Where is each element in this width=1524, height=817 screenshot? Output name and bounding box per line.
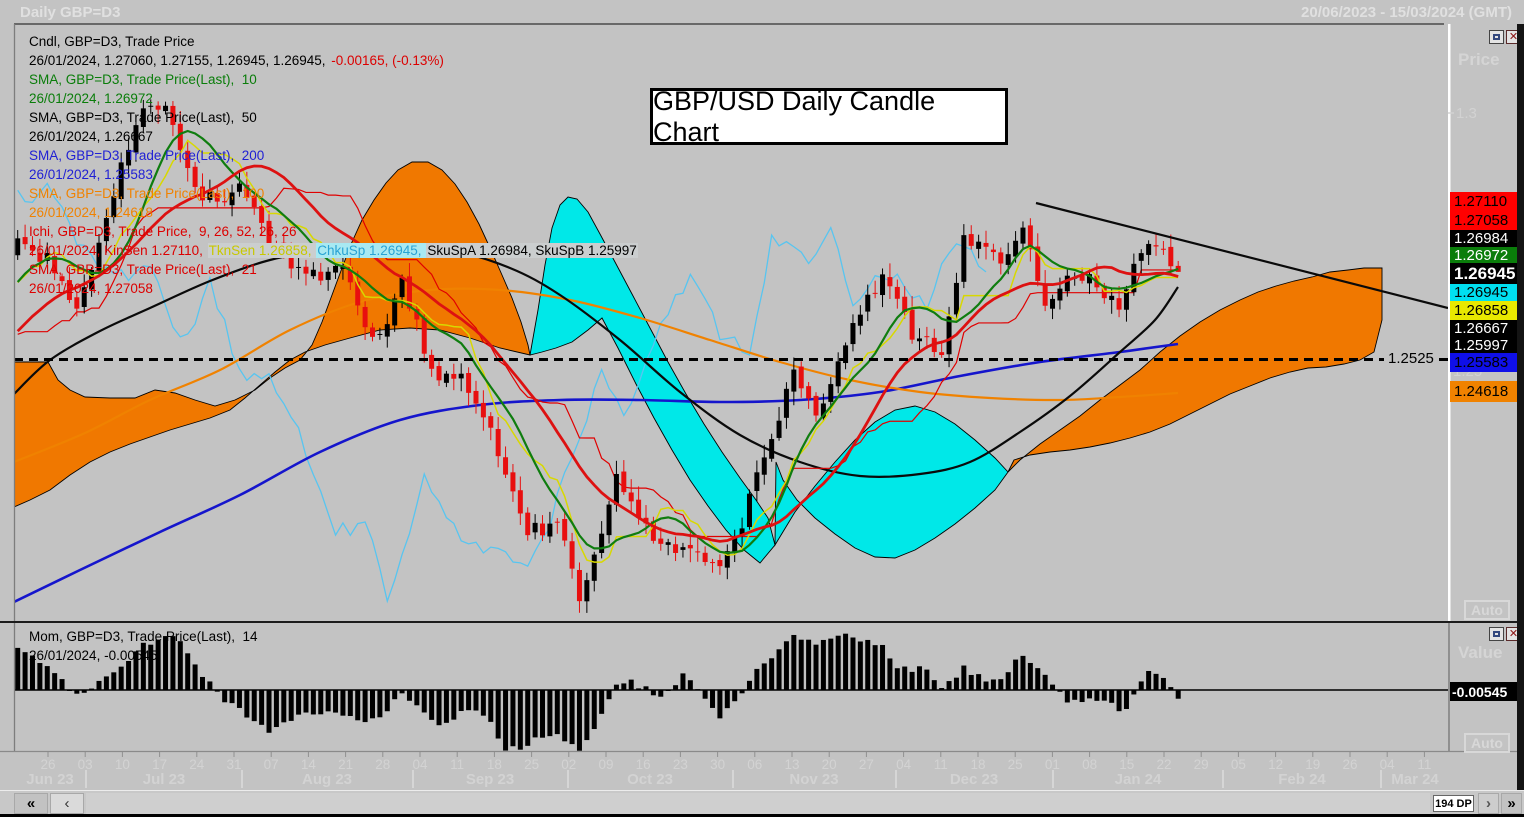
momentum-chart-layers bbox=[14, 633, 1448, 751]
axis-day-label: 07 bbox=[263, 757, 279, 772]
axis-day-label: 12 bbox=[1268, 757, 1284, 772]
axis-month-separator bbox=[1380, 770, 1382, 788]
axis-month-label: Oct 23 bbox=[627, 771, 673, 788]
axis-day-label: 21 bbox=[338, 757, 354, 772]
price-axis-auto-button[interactable]: Auto bbox=[1464, 600, 1510, 620]
axis-day-label: 22 bbox=[1156, 757, 1172, 772]
axis-day-label: 25 bbox=[524, 757, 540, 772]
axis-month-label: Aug 23 bbox=[301, 771, 353, 788]
date-range-label: 20/06/2023 - 15/03/2024 (GMT) bbox=[1301, 4, 1512, 21]
axis-month-label: Feb 24 bbox=[1278, 771, 1326, 788]
candles bbox=[15, 99, 1181, 613]
minimize-icon bbox=[1493, 631, 1500, 637]
close-icon: ✕ bbox=[1508, 627, 1519, 640]
price-chart-layers bbox=[14, 99, 1448, 613]
axis-day-label: 04 bbox=[1379, 757, 1395, 772]
price-axis-label: 1.26972 bbox=[1450, 247, 1524, 263]
price-axis-label: 1.26945 bbox=[1450, 284, 1524, 301]
price-axis-title[interactable]: Price bbox=[1458, 50, 1500, 69]
mom-axis-title[interactable]: Value bbox=[1458, 643, 1503, 662]
price-axis-label: 1.26945 bbox=[1450, 263, 1524, 284]
axis-day-label: 30 bbox=[710, 757, 726, 772]
axis-day-label: 23 bbox=[672, 757, 688, 772]
axis-day-label: 14 bbox=[300, 757, 316, 772]
datapoints-input[interactable]: 194 DP bbox=[1433, 795, 1474, 812]
scroll-fast-right-button[interactable]: » bbox=[1501, 793, 1522, 814]
axis-day-label: 15 bbox=[1119, 757, 1135, 772]
price-axis-tick-1-3: 1.3 bbox=[1456, 105, 1477, 122]
axis-day-label: 05 bbox=[1230, 757, 1246, 772]
axis-day-label: 03 bbox=[77, 757, 93, 772]
axis-day-label: 10 bbox=[114, 757, 130, 772]
axis-day-label: 24 bbox=[189, 757, 205, 772]
axis-day-label: 28 bbox=[375, 757, 391, 772]
scroll-left-button[interactable]: ‹ bbox=[50, 793, 84, 814]
axis-month-separator bbox=[1222, 770, 1224, 788]
axis-day-label: 13 bbox=[784, 757, 800, 772]
axis-day-label: 01 bbox=[1044, 757, 1060, 772]
chart-title-annotation[interactable]: GBP/USD Daily Candle Chart bbox=[650, 86, 1008, 147]
axis-day-label: 26 bbox=[40, 757, 56, 772]
minimize-icon bbox=[1493, 34, 1500, 40]
level-line-label: 1.2525 bbox=[1384, 350, 1438, 367]
axis-day-label: 18 bbox=[486, 757, 502, 772]
price-axis-label: 1.26667 bbox=[1450, 320, 1524, 337]
window-titlebar: Daily GBP=D3 20/06/2023 - 15/03/2024 (GM… bbox=[0, 0, 1524, 24]
axis-month-label: Jan 24 bbox=[1114, 771, 1162, 788]
scrollbar-track[interactable] bbox=[86, 793, 1430, 814]
close-icon: ✕ bbox=[1508, 30, 1519, 43]
mom-value-label: -0.00545 bbox=[1450, 682, 1522, 701]
axis-month-separator bbox=[732, 770, 734, 788]
axis-day-label: 17 bbox=[152, 757, 168, 772]
scroll-fast-left-button[interactable]: « bbox=[14, 793, 48, 814]
axis-month-separator bbox=[412, 770, 414, 788]
price-axis-label: 1.26858 bbox=[1450, 301, 1524, 320]
price-axis-label: 1.25997 bbox=[1450, 337, 1524, 353]
window-title: Daily GBP=D3 bbox=[20, 4, 121, 21]
axis-month-separator bbox=[85, 770, 87, 788]
axis-day-label: 04 bbox=[896, 757, 912, 772]
axis-month-separator bbox=[567, 770, 569, 788]
axis-day-label: 19 bbox=[1305, 757, 1321, 772]
axis-day-label: 18 bbox=[970, 757, 986, 772]
axis-day-label: 27 bbox=[858, 757, 874, 772]
window-bottom-border bbox=[0, 814, 1524, 817]
axis-day-label: 20 bbox=[821, 757, 837, 772]
scroll-right-button[interactable]: › bbox=[1478, 793, 1499, 814]
axis-month-label: Jul 23 bbox=[142, 771, 186, 788]
price-axis-label: 1.27110 bbox=[1450, 192, 1524, 211]
axis-month-label: Sep 23 bbox=[465, 771, 515, 788]
axis-month-label: Dec 23 bbox=[949, 771, 999, 788]
axis-day-label: 11 bbox=[933, 757, 948, 772]
axis-month-separator bbox=[241, 770, 243, 788]
axis-day-label: 16 bbox=[635, 757, 651, 772]
axis-day-label: 11 bbox=[1417, 757, 1432, 772]
axis-month-label: Nov 23 bbox=[789, 771, 839, 788]
price-axis-label: 1.26984 bbox=[1450, 230, 1524, 247]
axis-month-label: Mar 24 bbox=[1391, 771, 1439, 788]
price-panel-minimize-button[interactable] bbox=[1489, 30, 1504, 44]
mom-axis-auto-button[interactable]: Auto bbox=[1464, 733, 1510, 753]
axis-day-label: 08 bbox=[1082, 757, 1098, 772]
axis-day-label: 02 bbox=[561, 757, 577, 772]
price-axis-label: 1.27058 bbox=[1450, 211, 1524, 230]
horizontal-scrollbar: « ‹ 194 DP › » bbox=[0, 790, 1524, 817]
axis-day-label: 25 bbox=[1007, 757, 1023, 772]
axis-day-label: 11 bbox=[450, 757, 465, 772]
price-axis-label: 1.24618 bbox=[1450, 381, 1524, 402]
axis-month-label: Jun 23 bbox=[26, 771, 74, 788]
axis-day-label: 06 bbox=[747, 757, 763, 772]
axis-day-label: 31 bbox=[226, 757, 242, 772]
price-axis-label: 1.25583 bbox=[1450, 353, 1524, 372]
axis-month-separator bbox=[895, 770, 897, 788]
axis-day-label: 09 bbox=[598, 757, 614, 772]
mom-panel-minimize-button[interactable] bbox=[1489, 627, 1504, 641]
axis-day-label: 04 bbox=[412, 757, 428, 772]
axis-month-separator bbox=[1052, 770, 1054, 788]
axis-day-label: 29 bbox=[1193, 757, 1209, 772]
axis-day-label: 26 bbox=[1342, 757, 1358, 772]
vertical-scrollbar[interactable] bbox=[1517, 24, 1524, 790]
